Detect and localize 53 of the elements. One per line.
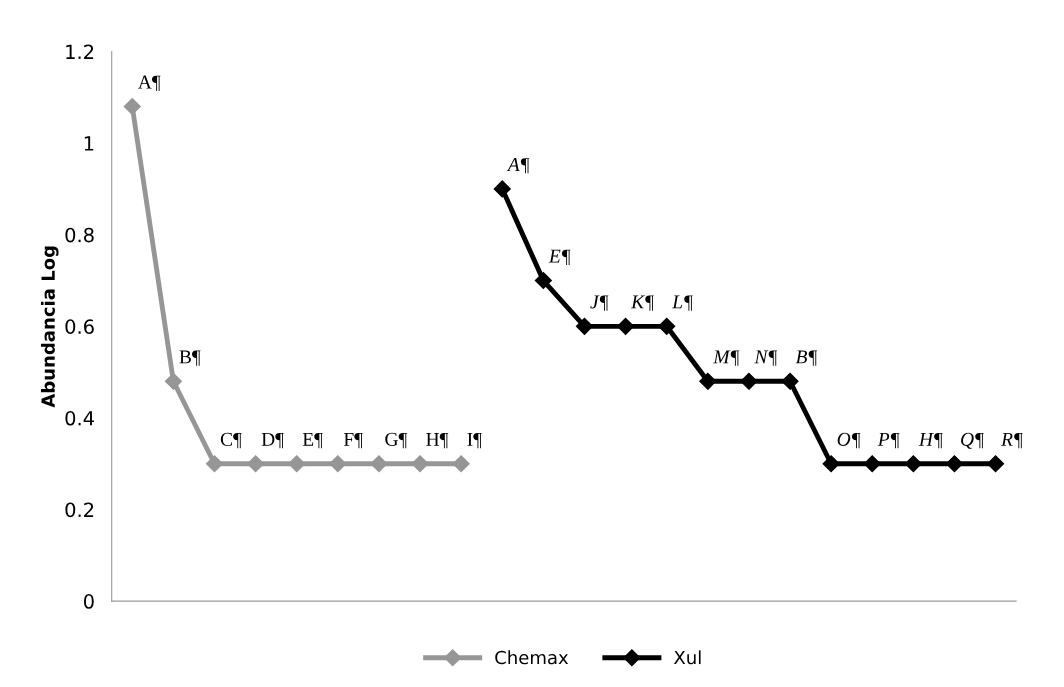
point [781,372,799,390]
point [658,317,676,335]
point [370,455,388,473]
data-label: N¶ [754,350,778,366]
point [699,372,717,390]
y-tick-label: 0.6 [65,319,94,334]
data-label: H¶ [426,432,449,449]
data-label: L¶ [672,295,693,311]
data-label: Q¶ [961,432,984,449]
data-label: E¶ [302,432,323,449]
data-label: B¶ [179,350,201,366]
data-label: I¶ [467,432,482,449]
y-tick-label: 0 [83,594,94,609]
data-label: G¶ [385,432,408,449]
point [493,180,511,198]
data-label: F¶ [343,432,363,449]
point [247,455,265,473]
point [987,455,1005,473]
y-tick-label: 0.4 [65,410,94,426]
legend-label: Chemax [495,650,569,665]
point [740,372,758,390]
point [904,455,922,473]
data-label: O¶ [837,432,861,449]
point [575,317,594,335]
point [288,455,306,473]
data-label: B¶ [795,350,818,366]
data-label: C¶ [220,432,242,449]
y-tick-label: 1.2 [66,44,94,59]
y-tick-label: 0.2 [65,502,94,518]
point [123,97,141,116]
point [164,372,182,390]
data-label: A¶ [138,75,161,91]
data-label: H¶ [918,432,943,449]
y-axis-title: Abundancia Log [40,246,59,408]
point [452,455,470,473]
data-label: M¶ [713,350,740,366]
data-label: P¶ [877,432,900,449]
point [822,455,840,473]
data-label: K¶ [630,295,654,311]
point [945,455,964,473]
point [411,455,429,473]
point [534,271,552,290]
data-label: R¶ [1001,432,1023,449]
legend-label: Xul [673,650,701,665]
point [329,455,347,473]
y-tick-label: 0.8 [65,227,94,243]
y-tick-label: 1 [84,136,94,151]
point [617,317,635,335]
data-label: D¶ [261,432,284,449]
data-label: E¶ [548,249,571,265]
data-label: A¶ [506,158,530,174]
data-label: J¶ [590,295,609,311]
point [863,455,881,473]
